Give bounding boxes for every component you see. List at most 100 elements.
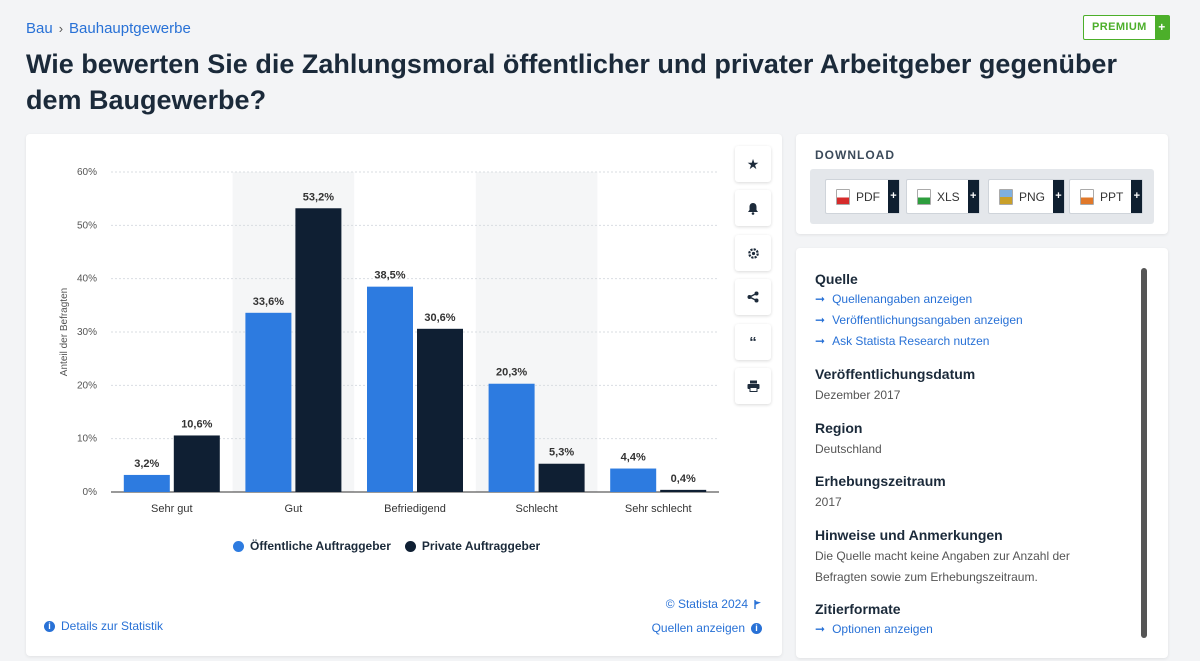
notification-button[interactable] [735,190,771,226]
x-tick-label: Befriedigend [384,503,446,515]
print-button[interactable] [735,368,771,404]
premium-badge[interactable]: PREMIUM + [1083,15,1170,40]
bar-private [538,463,585,492]
bar-public [245,312,292,492]
bar-private [660,489,707,492]
notes-value: Die Quelle macht keine Angaben zur Anzah… [815,549,1070,584]
breadcrumb-bauhauptgewerbe[interactable]: Bauhauptgewerbe [69,20,191,37]
quote-icon: “ [749,333,757,351]
data-label: 0,4% [671,473,696,485]
info-card: Quelle ➞ Quellenangaben anzeigen ➞ Veröffe… [796,248,1168,658]
details-text: Details zur Statistik [61,619,164,633]
source-heading: Quelle [815,271,858,287]
download-xls-button[interactable]: XLS + [906,179,980,214]
favorite-button[interactable]: ★ [735,146,771,182]
copyright-text: © Statista 2024 [665,597,748,611]
info-icon: i [44,620,55,632]
y-axis-label: Anteil der Befragten [59,288,70,376]
source-link-details[interactable]: ➞ Quellenangaben anzeigen [815,289,1023,310]
breadcrumb-bau[interactable]: Bau [26,20,53,37]
data-label: 10,6% [181,418,212,430]
download-ppt-button[interactable]: PPT + [1069,179,1144,214]
citation-heading: Zitierformate [815,601,901,617]
survey-period-heading: Erhebungszeitraum [815,473,946,489]
plus-icon: + [1053,180,1065,213]
legend-item-private[interactable]: Private Auftraggeber [404,539,540,553]
citation-section: Zitierformate ➞ Optionen anzeigen [815,601,933,640]
download-bar: PDF + XLS + PNG + PPT + [810,169,1154,224]
chart-legend: Öffentliche Auftraggeber Private Auftrag… [233,539,540,553]
gear-icon [747,247,759,259]
bar-private [295,208,342,492]
bar-public [367,286,413,492]
y-tick-label: 50% [77,220,97,231]
x-tick-label: Sehr gut [151,503,193,515]
publication-date-heading: Veröffentlichungsdatum [815,366,976,382]
download-xls-label: XLS [937,189,960,204]
download-ppt-label: PPT [1100,189,1124,204]
download-png-button[interactable]: PNG + [988,179,1066,214]
data-label: 33,6% [253,296,284,308]
breadcrumb-separator: › [58,21,64,36]
share-button[interactable] [735,279,771,315]
region-value: Deutschland [815,442,882,456]
y-tick-label: 0% [83,487,98,498]
plus-icon: + [967,180,979,213]
x-tick-label: Schlecht [515,503,557,515]
bell-icon [748,202,758,215]
page-title: Wie bewerten Sie die Zahlungsmoral öffen… [26,49,1117,115]
download-card: DOWNLOAD PDF + XLS + PNG + PPT + [796,134,1168,234]
legend-item-public[interactable]: Öffentliche Auftraggeber [233,539,391,553]
share-icon [747,291,759,303]
star-icon: ★ [746,155,760,172]
data-label: 3,2% [134,458,159,470]
plus-icon: + [1131,180,1143,213]
pdf-icon [836,188,850,205]
png-icon [999,188,1013,205]
source-link-publication-label: Veröffentlichungsangaben anzeigen [832,313,1023,327]
download-png-label: PNG [1019,189,1046,204]
arrow-right-icon: ➞ [815,334,826,348]
data-label: 5,3% [549,447,574,459]
source-link-research[interactable]: ➞ Ask Statista Research nutzen [815,331,1023,352]
premium-plus-icon: + [1154,16,1169,39]
x-tick-label: Gut [285,503,303,515]
y-tick-label: 60% [77,167,97,178]
publication-date-value: Dezember 2017 [815,388,901,402]
sources-link[interactable]: Quellen anzeigen i [652,621,762,635]
download-pdf-button[interactable]: PDF + [825,179,900,214]
publication-date-section: Veröffentlichungsdatum Dezember 2017 [815,366,975,406]
data-label: 38,5% [374,270,405,282]
data-label: 4,4% [621,452,646,464]
data-label: 20,3% [496,367,527,379]
xls-icon [917,188,931,205]
bar-chart: 0% 10% 20% 30% 40% 50% 60% Anteil der Befragten… [59,167,719,515]
chart-card: 0% 10% 20% 30% 40% 50% 60% Anteil der Befragten… [26,134,782,656]
settings-button[interactable] [735,235,771,271]
premium-label: PREMIUM [1092,21,1147,33]
info-scrollbar[interactable] [1141,268,1147,638]
print-icon [747,380,759,392]
bar-public [123,474,170,492]
citation-options-label: Optionen anzeigen [832,622,933,636]
cite-button[interactable]: “ [735,324,771,360]
details-link[interactable]: i Details zur Statistik [44,619,163,633]
citation-options-link[interactable]: ➞ Optionen anzeigen [815,619,933,640]
download-pdf-label: PDF [856,189,880,204]
arrow-right-icon: ➞ [815,292,826,306]
legend-label-public: Öffentliche Auftraggeber [250,539,391,553]
legend-dot-private [404,540,416,552]
copyright-link[interactable]: © Statista 2024 [666,597,762,611]
y-tick-label: 30% [77,327,97,338]
legend-dot-public [233,540,244,552]
notes-heading: Hinweise und Anmerkungen [815,527,1003,543]
bar-private [417,328,463,492]
source-link-research-label: Ask Statista Research nutzen [832,334,990,348]
bar-private [173,435,220,492]
arrow-right-icon: ➞ [815,622,826,636]
ppt-icon [1080,188,1094,205]
source-link-publication[interactable]: ➞ Veröffentlichungsangaben anzeigen [815,310,1023,331]
download-title: DOWNLOAD [815,148,895,162]
info-icon: i [751,622,762,634]
plus-icon: + [888,180,899,213]
